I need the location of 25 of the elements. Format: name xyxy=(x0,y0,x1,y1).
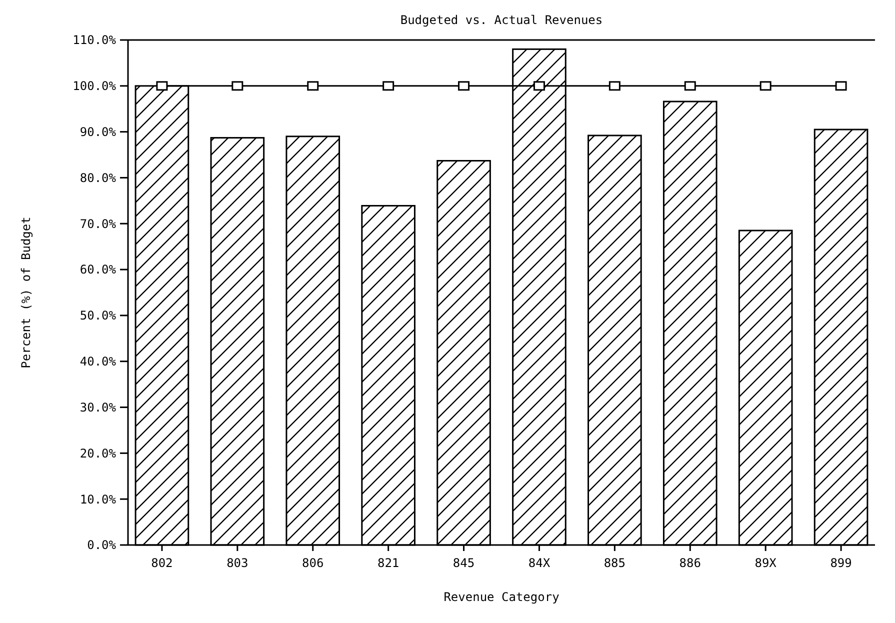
y-axis-title: Percent (%) of Budget xyxy=(19,216,33,368)
y-tick-label: 10.0% xyxy=(80,492,117,506)
y-tick-label: 70.0% xyxy=(80,216,117,231)
x-tick-label: 821 xyxy=(377,556,400,570)
y-tick-label: 40.0% xyxy=(80,354,117,369)
y-tick-label: 20.0% xyxy=(80,446,117,460)
y-tick-label: 100.0% xyxy=(72,79,117,94)
x-tick-label: 89X xyxy=(754,556,778,570)
y-tick-label: 0.0% xyxy=(87,538,117,552)
x-tick-label: 886 xyxy=(679,556,701,570)
y-tick-label: 80.0% xyxy=(80,170,117,185)
y-tick-label: 110.0% xyxy=(72,33,117,48)
x-axis-title: Revenue Category xyxy=(444,590,560,604)
x-tick-label: 84X xyxy=(528,556,551,570)
x-tick-label: 803 xyxy=(226,556,248,570)
x-tick-label: 845 xyxy=(452,556,475,570)
y-tick-label: 60.0% xyxy=(80,262,117,277)
x-tick-label: 806 xyxy=(302,556,324,570)
x-tick-label: 899 xyxy=(830,556,852,570)
x-tick-label: 885 xyxy=(604,556,626,570)
y-tick-label: 30.0% xyxy=(80,400,117,414)
chart-title: Budgeted vs. Actual Revenues xyxy=(400,13,603,27)
y-tick-label: 50.0% xyxy=(80,308,117,323)
x-tick-label: 802 xyxy=(151,556,173,570)
y-tick-label: 90.0% xyxy=(80,125,117,140)
